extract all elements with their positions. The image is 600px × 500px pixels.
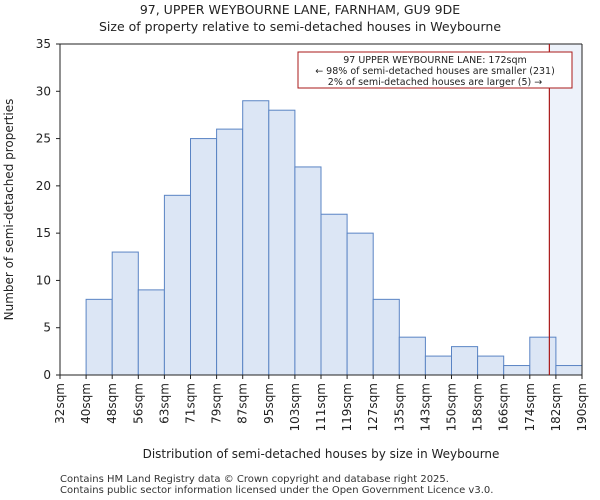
bar-79sqm — [216, 128, 244, 376]
chart-subtitle: Size of property relative to semi-detach… — [98, 19, 502, 34]
bar-135sqm — [398, 336, 426, 376]
x-tick-label: 95sqm — [262, 383, 276, 424]
y-tick-label: 5 — [43, 321, 51, 335]
x-tick-label: 150sqm — [445, 383, 459, 431]
x-tick-label: 87sqm — [236, 383, 250, 424]
x-tick-label: 111sqm — [314, 383, 328, 431]
bar-150sqm — [451, 346, 479, 376]
y-tick-label: 15 — [36, 226, 51, 240]
bar-166sqm — [503, 365, 531, 376]
x-tick-label: 174sqm — [523, 383, 537, 431]
x-tick-label: 158sqm — [471, 383, 485, 431]
x-tick-label: 56sqm — [131, 383, 145, 424]
x-tick-label: 182sqm — [549, 383, 563, 431]
y-tick-label: 25 — [36, 132, 51, 146]
x-tick-label: 166sqm — [497, 383, 511, 431]
bar-56sqm — [137, 289, 165, 376]
x-axis-label: Distribution of semi-detached houses by … — [143, 447, 500, 461]
bar-48sqm — [111, 251, 139, 376]
y-tick-label: 0 — [43, 368, 51, 382]
footer-line-1: Contains HM Land Registry data © Crown c… — [60, 474, 449, 485]
bar-111sqm — [320, 213, 348, 376]
x-tick-label: 190sqm — [575, 383, 589, 431]
annotation-box — [297, 51, 573, 89]
bar-63sqm — [163, 194, 191, 376]
x-tick-label: 79sqm — [210, 383, 224, 424]
y-tick-label: 35 — [36, 37, 51, 51]
x-tick-label: 127sqm — [366, 383, 380, 431]
x-tick-label: 32sqm — [53, 383, 67, 424]
bar-127sqm — [372, 298, 400, 376]
x-tick-label: 40sqm — [79, 383, 93, 424]
y-tick-label: 20 — [36, 179, 51, 193]
x-tick-label: 119sqm — [340, 383, 354, 431]
x-tick-label: 48sqm — [105, 383, 119, 424]
highlight-region — [549, 44, 582, 375]
bar-71sqm — [190, 138, 218, 376]
bar-182sqm — [555, 365, 583, 376]
y-tick-label: 10 — [36, 273, 51, 287]
x-tick-label: 135sqm — [392, 383, 406, 431]
annotation-line-1: 97 UPPER WEYBOURNE LANE: 172sqm — [343, 55, 527, 66]
chart-title: 97, UPPER WEYBOURNE LANE, FARNHAM, GU9 9… — [139, 2, 461, 17]
annotation-line-2: ← 98% of semi-detached houses are smalle… — [315, 66, 555, 77]
y-axis-label: Number of semi-detached properties — [2, 99, 16, 321]
x-tick-label: 71sqm — [184, 383, 198, 424]
x-tick-label: 63sqm — [157, 383, 171, 424]
x-tick-label: 143sqm — [418, 383, 432, 431]
bar-143sqm — [424, 355, 452, 376]
bar-87sqm — [242, 100, 270, 376]
footer-line-2: Contains public sector information licen… — [60, 485, 494, 496]
bar-103sqm — [294, 166, 322, 376]
bar-174sqm — [529, 336, 557, 376]
bar-119sqm — [346, 232, 374, 376]
bar-95sqm — [268, 109, 296, 376]
bar-158sqm — [477, 355, 505, 376]
x-tick-label: 103sqm — [288, 383, 302, 431]
y-tick-label: 30 — [36, 84, 51, 98]
bar-40sqm — [85, 298, 113, 376]
annotation-line-3: 2% of semi-detached houses are larger (5… — [328, 77, 542, 88]
